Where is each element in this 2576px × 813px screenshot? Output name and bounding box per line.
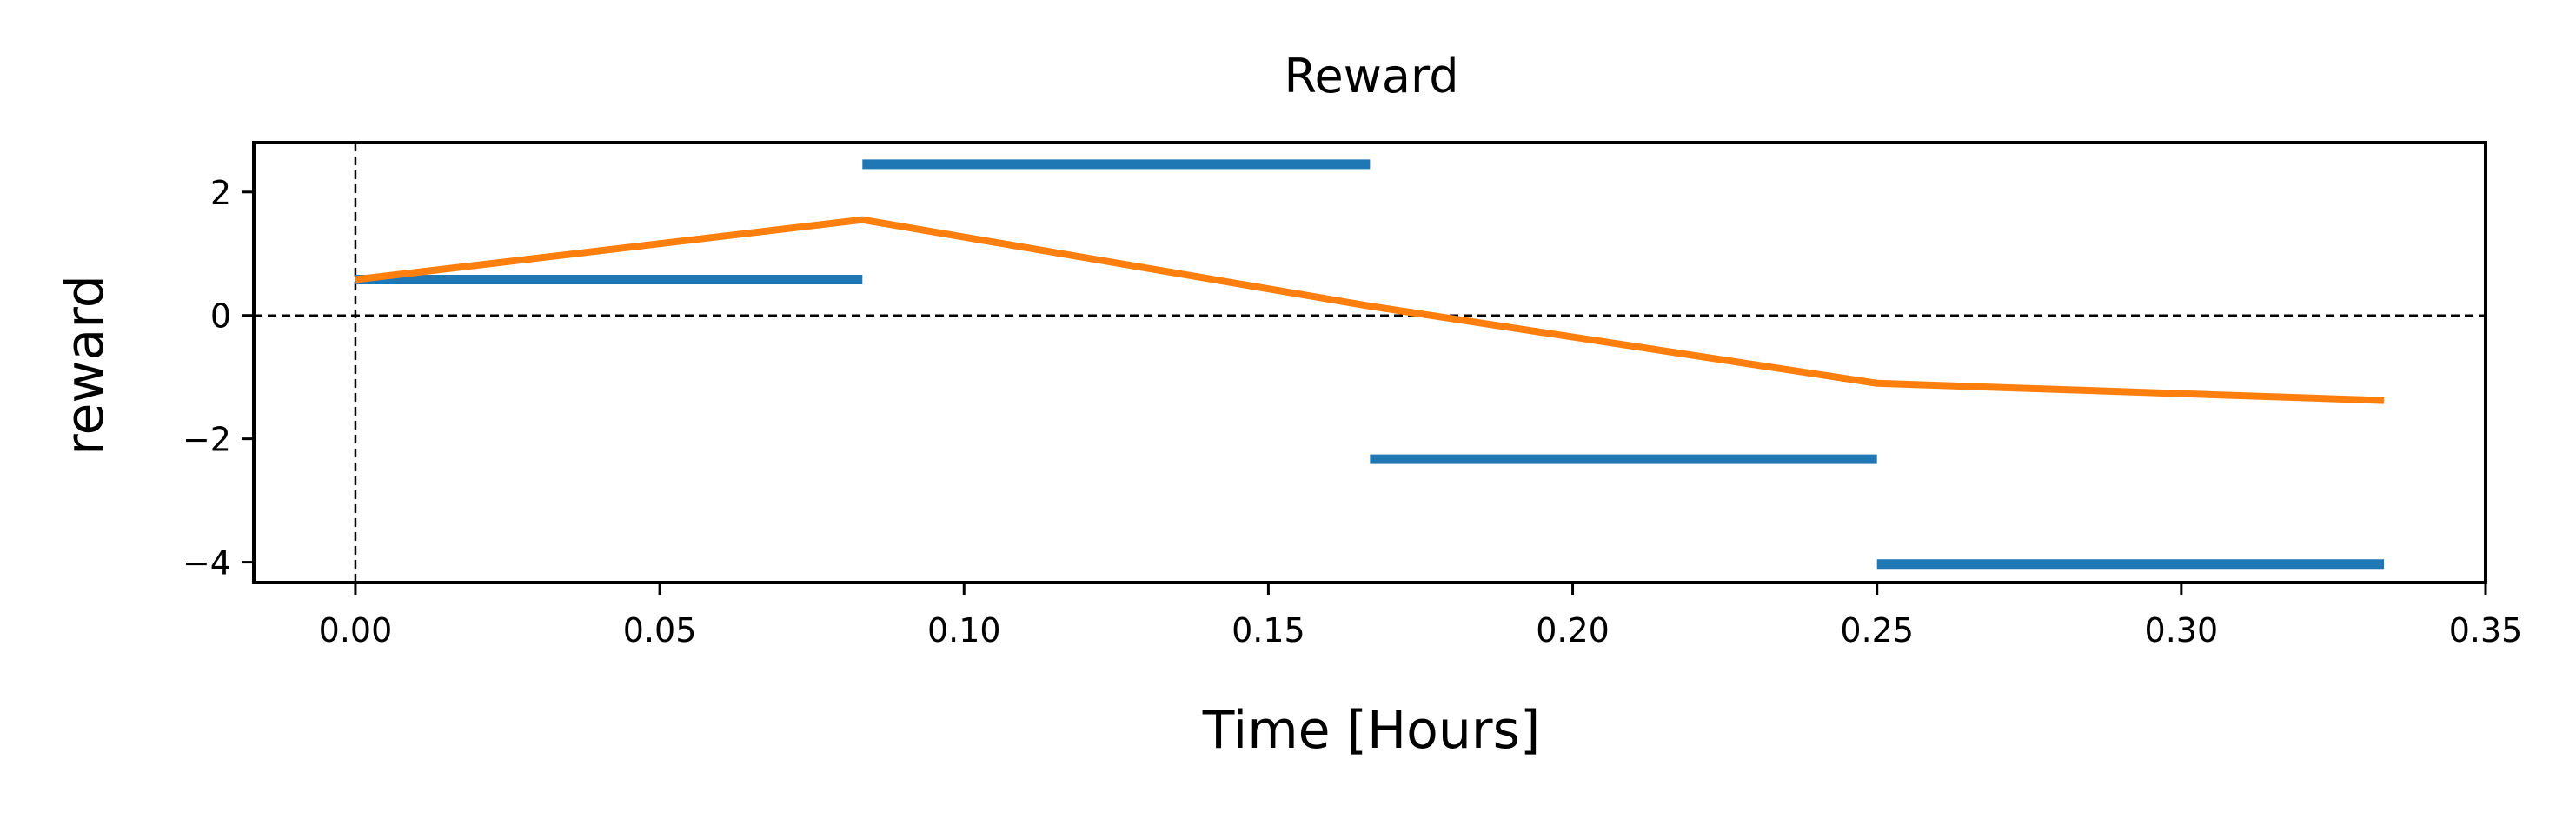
y-axis: 2 0 −2 −4 (183, 174, 254, 583)
x-axis-label: Time [Hours] (1202, 700, 1541, 761)
x-tick-label-1: 0.05 (623, 611, 697, 650)
chart-title: Reward (1284, 49, 1458, 103)
y-tick-label-2: −2 (183, 421, 231, 459)
reward-line (355, 216, 2385, 404)
y-axis-label: reward (55, 275, 116, 456)
plot-layers (254, 143, 2486, 583)
x-tick-label-6: 0.30 (2145, 611, 2219, 650)
x-tick-label-5: 0.25 (1840, 611, 1914, 650)
x-tick-label-7: 0.35 (2449, 611, 2523, 650)
reward-point-1 (861, 219, 863, 221)
y-tick-label-0: 2 (210, 174, 231, 212)
x-tick-label-2: 0.10 (927, 611, 1001, 650)
x-tick-label-3: 0.15 (1232, 611, 1305, 650)
y-tick-label-1: 0 (210, 297, 231, 336)
x-axis: 0.00 0.05 0.10 0.15 0.20 0.25 0.30 0.35 (319, 583, 2523, 650)
plot-area (254, 143, 2486, 583)
x-tick-label-4: 0.20 (1536, 611, 1610, 650)
x-tick-label-0: 0.00 (319, 611, 393, 650)
reward-point-4 (2383, 400, 2385, 402)
reward-point-2 (1369, 305, 1371, 307)
plot-frame (252, 141, 2487, 584)
y-tick-label-3: −4 (183, 544, 231, 583)
